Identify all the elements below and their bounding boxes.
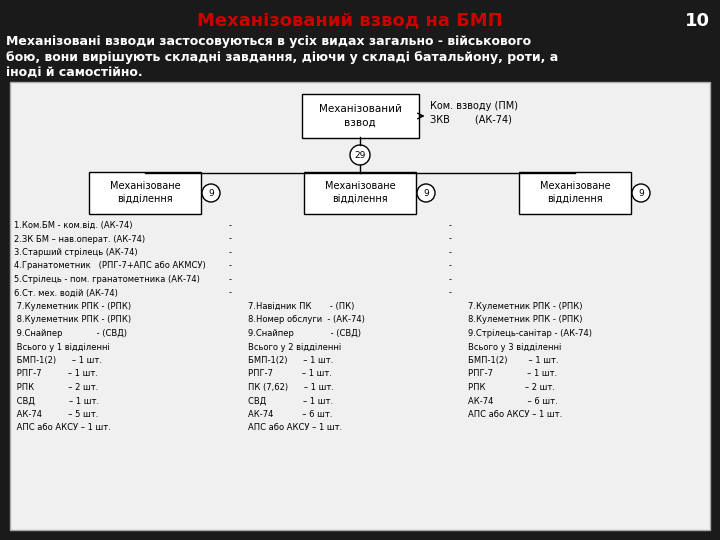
Text: 2.ЗК БМ – нав.операт. (АК-74): 2.ЗК БМ – нав.операт. (АК-74) (14, 234, 145, 244)
Text: 6.Ст. мех. водій (АК-74): 6.Ст. мех. водій (АК-74) (14, 288, 118, 298)
Text: АПС або АКСУ – 1 шт.: АПС або АКСУ – 1 шт. (248, 423, 342, 433)
Circle shape (417, 184, 435, 202)
Text: 7.Кулеметник РПК - (РПК): 7.Кулеметник РПК - (РПК) (468, 302, 582, 311)
Text: РПК               – 2 шт.: РПК – 2 шт. (468, 383, 555, 392)
Text: Механізоване
відділення: Механізоване відділення (109, 181, 180, 205)
FancyBboxPatch shape (10, 82, 710, 530)
Text: РПГ-7             – 1 шт.: РПГ-7 – 1 шт. (468, 369, 557, 379)
Text: АПС або АКСУ – 1 шт.: АПС або АКСУ – 1 шт. (468, 410, 562, 419)
Text: -: - (228, 275, 232, 284)
FancyBboxPatch shape (302, 94, 418, 138)
Text: РПГ-7          – 1 шт.: РПГ-7 – 1 шт. (14, 369, 98, 379)
Text: -: - (228, 288, 232, 298)
Text: Механізоване
відділення: Механізоване відділення (540, 181, 611, 205)
Text: іноді й самостійно.: іноді й самостійно. (6, 67, 143, 80)
Text: -: - (449, 275, 451, 284)
Text: -: - (228, 234, 232, 244)
Text: БМП-1(2)      – 1 шт.: БМП-1(2) – 1 шт. (248, 356, 333, 365)
Text: 4.Гранатометник   (РПГ-7+АПС або АКМСУ): 4.Гранатометник (РПГ-7+АПС або АКМСУ) (14, 261, 206, 271)
Text: -: - (228, 248, 232, 257)
Text: 9: 9 (423, 188, 429, 198)
Text: -: - (449, 221, 451, 230)
FancyBboxPatch shape (519, 172, 631, 214)
Text: 9.Снайпер              - (СВД): 9.Снайпер - (СВД) (248, 329, 361, 338)
Text: 8.Кулеметник РПК - (РПК): 8.Кулеметник РПК - (РПК) (468, 315, 582, 325)
Circle shape (202, 184, 220, 202)
Text: Ком. взводу (ПМ)
ЗКВ        (АК-74): Ком. взводу (ПМ) ЗКВ (АК-74) (430, 102, 518, 125)
Text: 9: 9 (208, 188, 214, 198)
Text: БМП-1(2)        – 1 шт.: БМП-1(2) – 1 шт. (468, 356, 559, 365)
Text: 9: 9 (638, 188, 644, 198)
Text: 8.Кулеметник РПК - (РПК): 8.Кулеметник РПК - (РПК) (14, 315, 131, 325)
Text: Всього у 3 відділенні: Всього у 3 відділенні (468, 342, 562, 352)
Text: -: - (228, 221, 232, 230)
Text: Всього у 2 відділенні: Всього у 2 відділенні (248, 342, 341, 352)
FancyBboxPatch shape (89, 172, 201, 214)
Text: -: - (228, 261, 232, 271)
Text: -: - (449, 288, 451, 298)
Text: АК-74             – 6 шт.: АК-74 – 6 шт. (468, 396, 558, 406)
Text: 9.Снайпер             - (СВД): 9.Снайпер - (СВД) (14, 329, 127, 338)
Text: 9.Стрілець-санітар - (АК-74): 9.Стрілець-санітар - (АК-74) (468, 329, 592, 338)
Text: 5.Стрілець - пом. гранатометника (АК-74): 5.Стрілець - пом. гранатометника (АК-74) (14, 275, 200, 284)
Circle shape (350, 145, 370, 165)
Text: ПК (7,62)      – 1 шт.: ПК (7,62) – 1 шт. (248, 383, 334, 392)
Text: 1.Ком.БМ - ком.від. (АК-74): 1.Ком.БМ - ком.від. (АК-74) (14, 221, 132, 230)
Text: 3.Старший стрілець (АК-74): 3.Старший стрілець (АК-74) (14, 248, 138, 257)
Text: СВД              – 1 шт.: СВД – 1 шт. (248, 396, 333, 406)
Text: 7.Навідник ПК       - (ПК): 7.Навідник ПК - (ПК) (248, 302, 354, 311)
Text: 8.Номер обслуги  - (АК-74): 8.Номер обслуги - (АК-74) (248, 315, 365, 325)
Text: Механізовані взводи застосовуються в усіх видах загально - військового: Механізовані взводи застосовуються в усі… (6, 35, 531, 48)
Text: -: - (449, 261, 451, 271)
Text: РПК             – 2 шт.: РПК – 2 шт. (14, 383, 99, 392)
Text: 10: 10 (685, 12, 710, 30)
Text: РПГ-7           – 1 шт.: РПГ-7 – 1 шт. (248, 369, 332, 379)
Circle shape (632, 184, 650, 202)
Text: АК-74           – 6 шт.: АК-74 – 6 шт. (248, 410, 333, 419)
Text: -: - (449, 234, 451, 244)
Text: бою, вони вирішують складні завдання, діючи у складі батальйону, роти, а: бою, вони вирішують складні завдання, ді… (6, 51, 558, 64)
Text: 29: 29 (354, 151, 366, 159)
Text: Всього у 1 відділенні: Всього у 1 відділенні (14, 342, 110, 352)
Text: 7.Кулеметник РПК - (РПК): 7.Кулеметник РПК - (РПК) (14, 302, 131, 311)
Text: АК-74          – 5 шт.: АК-74 – 5 шт. (14, 410, 99, 419)
FancyBboxPatch shape (304, 172, 416, 214)
Text: Механізоване
відділення: Механізоване відділення (325, 181, 395, 205)
Text: Механізований взвод на БМП: Механізований взвод на БМП (197, 12, 503, 30)
Text: -: - (449, 248, 451, 257)
Text: СВД             – 1 шт.: СВД – 1 шт. (14, 396, 99, 406)
Text: Механізований
взвод: Механізований взвод (318, 104, 402, 127)
Text: АПС або АКСУ – 1 шт.: АПС або АКСУ – 1 шт. (14, 423, 111, 433)
Text: БМП-1(2)      – 1 шт.: БМП-1(2) – 1 шт. (14, 356, 102, 365)
